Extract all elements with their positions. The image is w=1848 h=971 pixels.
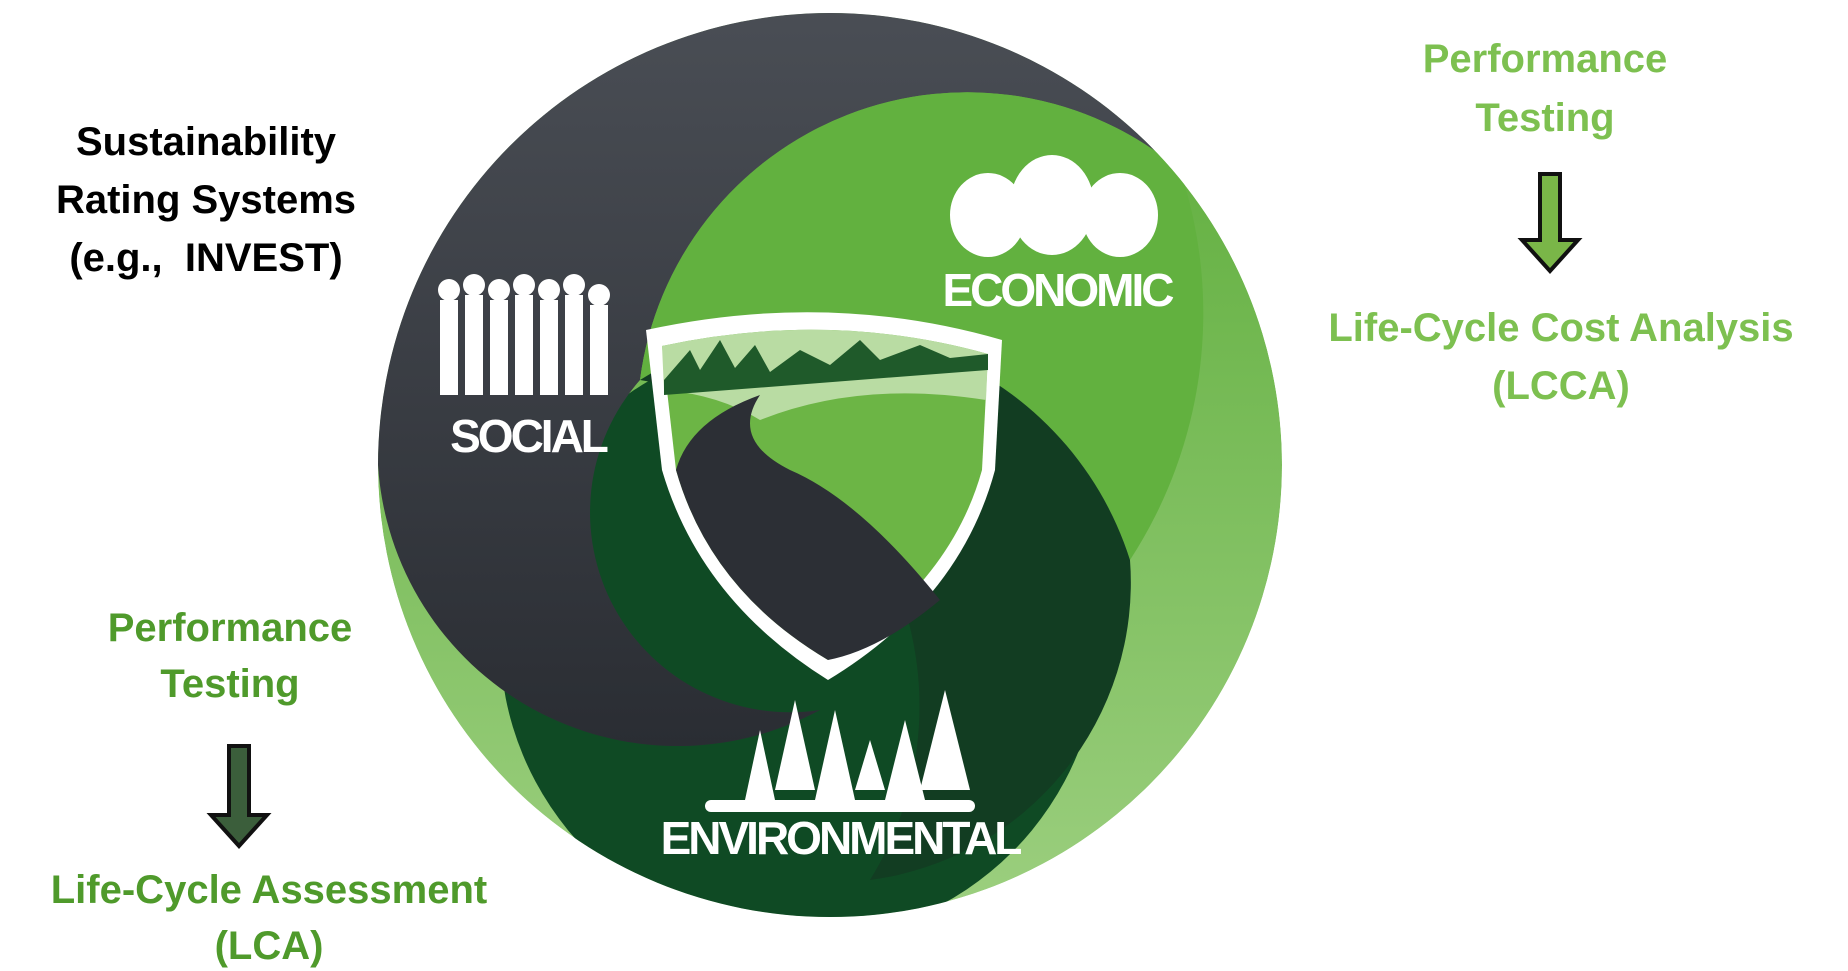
performance-label: Testing bbox=[160, 662, 299, 706]
lcca-label: Life-Cycle Cost Analysis bbox=[1328, 306, 1793, 350]
diagram: SOCIAL ECONOMIC ENVIRONMENTAL Sustainabi… bbox=[0, 0, 1848, 971]
arrow bbox=[211, 746, 267, 846]
rating-line: Sustainability bbox=[76, 120, 337, 164]
lcca-label: (LCCA) bbox=[1492, 364, 1630, 408]
social-label: SOCIAL bbox=[450, 410, 608, 462]
environmental-label: ENVIRONMENTAL bbox=[661, 812, 1022, 864]
performance-label: Performance bbox=[108, 606, 353, 650]
performance-label: Performance bbox=[1423, 37, 1668, 81]
performance-label: Testing bbox=[1475, 96, 1614, 140]
rating-line: (e.g., INVEST) bbox=[69, 236, 342, 280]
economic-label: ECONOMIC bbox=[943, 264, 1174, 316]
lca-label: Life-Cycle Assessment bbox=[51, 868, 487, 912]
rating-line: Rating Systems bbox=[56, 178, 356, 222]
lca-label: (LCA) bbox=[215, 924, 324, 968]
arrow bbox=[1522, 174, 1578, 271]
